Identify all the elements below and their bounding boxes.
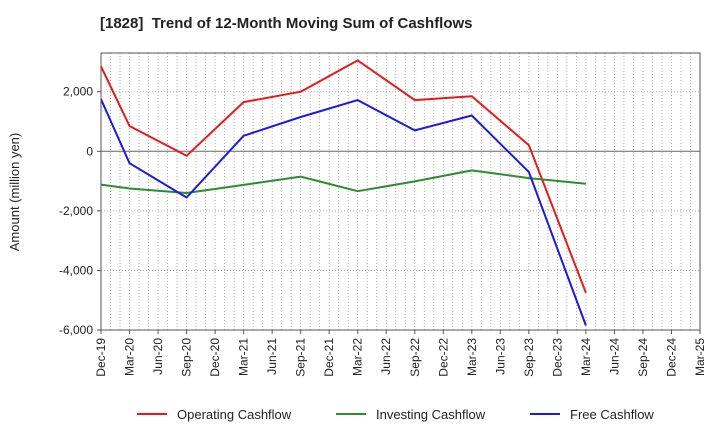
- plot-grid: [101, 53, 700, 331]
- x-tick-label: Mar-23: [465, 338, 479, 376]
- y-axis-title: Amount (million yen): [7, 133, 22, 252]
- x-tick-label: Sep-24: [636, 338, 650, 377]
- y-tick-label: -2,000: [59, 204, 93, 218]
- x-tick-label: Jun-21: [265, 338, 279, 375]
- x-axis: Dec-19 Mar-20 Jun-20 Sep-20 Dec-20 Mar-21 Jun-…: [94, 330, 707, 377]
- x-tick-label: Mar-22: [351, 338, 365, 376]
- legend: Operating Cashflow Investing Cashflow Free…: [137, 407, 654, 422]
- x-tick-label: Sep-22: [408, 338, 422, 377]
- x-tick-label: Jun-24: [607, 338, 621, 375]
- x-tick-label: Sep-20: [180, 338, 194, 377]
- series-layer: [100, 59, 587, 326]
- x-tick-label: Dec-19: [94, 338, 108, 377]
- x-tick-label: Mar-20: [123, 338, 137, 376]
- x-tick-label: Mar-25: [693, 338, 707, 376]
- x-tick-label: Jun-23: [493, 338, 507, 375]
- x-tick-label: Jun-20: [151, 338, 165, 375]
- x-tick-label: Dec-23: [550, 338, 564, 377]
- x-tick-label: Sep-23: [522, 338, 536, 377]
- y-tick-label: -4,000: [59, 263, 93, 277]
- legend-label: Investing Cashflow: [376, 407, 486, 422]
- x-tick-label: Sep-21: [294, 338, 308, 377]
- series-line-investing-cashflow: [100, 169, 586, 194]
- series-line-free-cashflow: [100, 98, 587, 326]
- chart-title: [1828] Trend of 12-Month Moving Sum of C…: [100, 15, 473, 32]
- legend-label: Free Cashflow: [570, 407, 654, 422]
- series-line-operating-cashflow: [100, 59, 587, 294]
- x-tick-label: Dec-24: [664, 338, 678, 377]
- legend-label: Operating Cashflow: [177, 407, 292, 422]
- y-tick-label: 0: [86, 144, 93, 158]
- x-tick-label: Mar-21: [237, 338, 251, 376]
- y-tick-label: 2,000: [63, 85, 93, 99]
- x-tick-label: Jun-22: [379, 338, 393, 375]
- x-tick-label: Dec-20: [208, 338, 222, 377]
- x-tick-label: Mar-24: [579, 338, 593, 376]
- plot-frame: [100, 52, 701, 331]
- y-axis: 2,000 0 -2,000 -4,000 -6,000: [59, 85, 101, 337]
- y-tick-label: -6,000: [59, 323, 93, 337]
- x-tick-label: Dec-21: [322, 338, 336, 377]
- x-tick-label: Dec-22: [436, 338, 450, 377]
